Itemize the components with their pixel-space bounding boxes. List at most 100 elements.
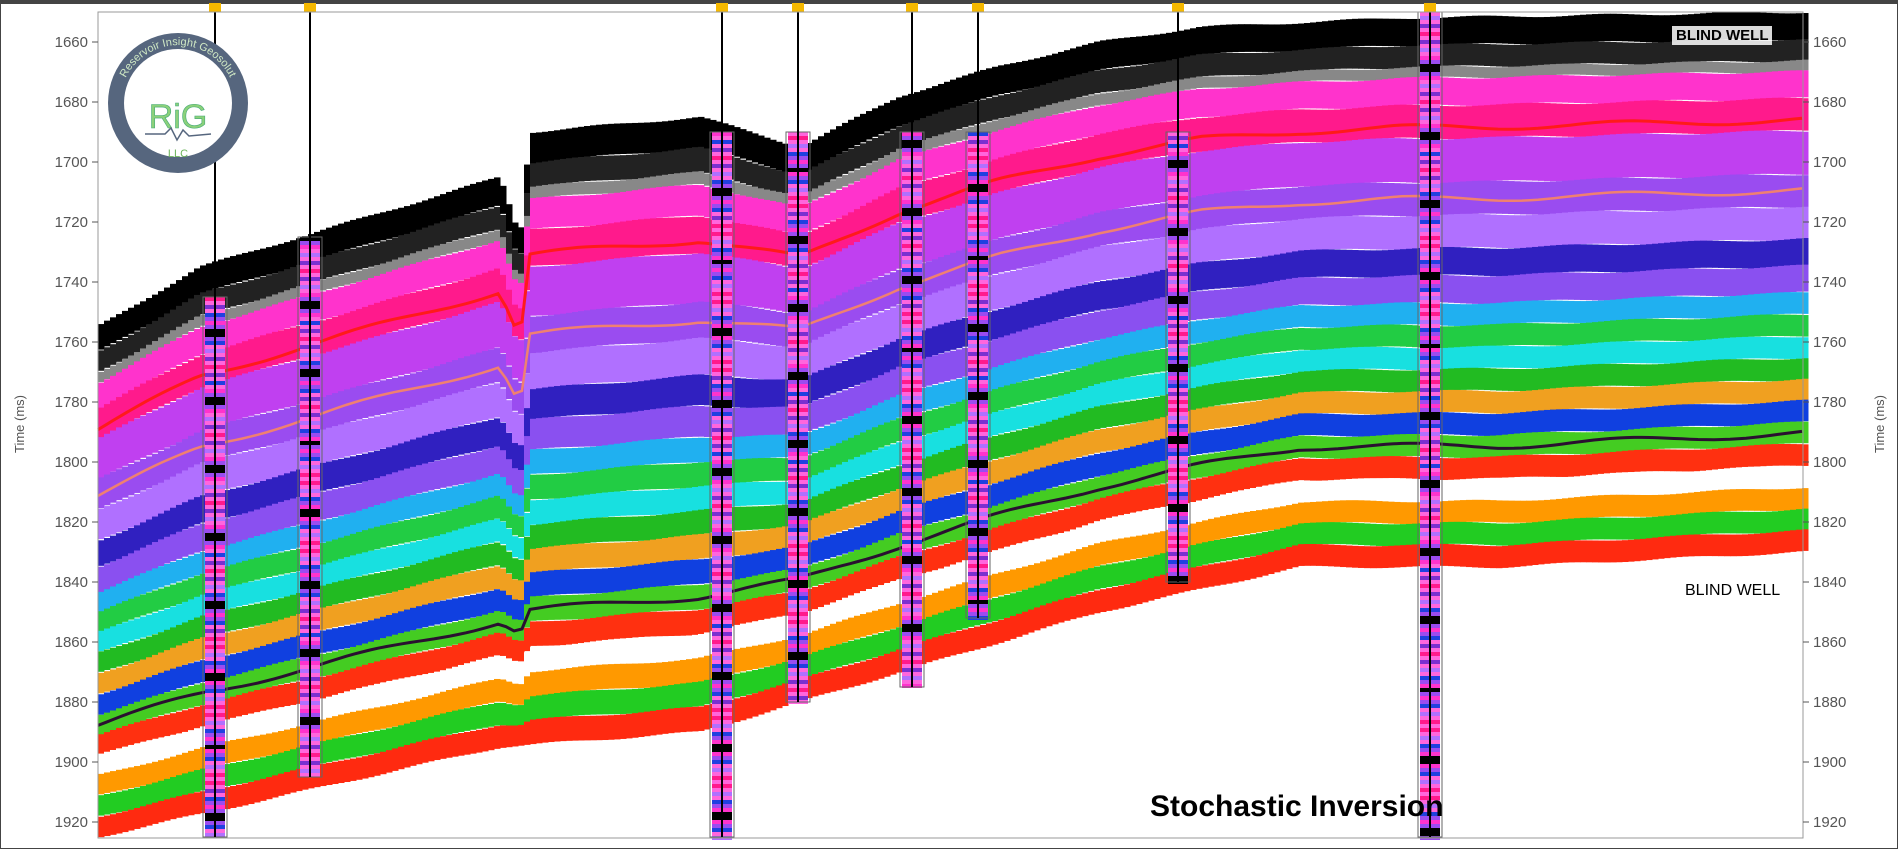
seismic-cell bbox=[962, 128, 969, 140]
seismic-cell bbox=[704, 558, 711, 584]
seismic-cell bbox=[830, 394, 837, 423]
seismic-cell bbox=[686, 463, 693, 489]
seismic-cell bbox=[1034, 402, 1041, 426]
seismic-cell bbox=[452, 598, 459, 622]
seismic-cell bbox=[368, 641, 375, 665]
seismic-cell bbox=[1130, 468, 1137, 491]
seismic-cell bbox=[740, 555, 747, 579]
seismic-cell bbox=[758, 165, 765, 189]
seismic-cell bbox=[1124, 333, 1131, 356]
seismic-cell bbox=[404, 255, 411, 267]
seismic-cell bbox=[1334, 277, 1341, 306]
seismic-cell bbox=[254, 780, 261, 803]
seismic-cell bbox=[770, 434, 777, 458]
seismic-cell bbox=[1364, 369, 1371, 392]
seismic-cell bbox=[500, 498, 507, 522]
seismic-cell bbox=[992, 597, 999, 622]
seismic-cell bbox=[164, 586, 171, 608]
seismic-cell bbox=[272, 732, 279, 755]
seismic-cell bbox=[1358, 478, 1365, 501]
seismic-cell bbox=[896, 418, 903, 442]
seismic-cell bbox=[134, 681, 141, 703]
seismic-cell bbox=[230, 377, 237, 422]
seismic-cell bbox=[236, 419, 243, 453]
seismic-cell bbox=[1112, 427, 1119, 450]
seismic-cell bbox=[1448, 368, 1455, 391]
seismic-cell bbox=[266, 601, 273, 624]
seismic-cell bbox=[146, 324, 153, 346]
seismic-cell bbox=[644, 380, 651, 412]
seismic-cell bbox=[956, 319, 963, 349]
seismic-cell bbox=[740, 482, 747, 506]
seismic-cell bbox=[386, 271, 393, 300]
seismic-cell bbox=[830, 467, 837, 490]
seismic-cell bbox=[608, 155, 615, 181]
seismic-cell bbox=[1274, 550, 1281, 573]
seismic-cell bbox=[446, 532, 453, 555]
seismic-cell bbox=[1208, 518, 1215, 542]
seismic-cell bbox=[956, 401, 963, 425]
seismic-cell bbox=[530, 548, 537, 574]
seismic-cell bbox=[260, 711, 267, 734]
seismic-cell bbox=[872, 279, 879, 314]
seismic-cell bbox=[884, 102, 891, 132]
seismic-cell bbox=[344, 648, 351, 671]
seismic-cell bbox=[254, 482, 261, 511]
seismic-cell bbox=[542, 718, 549, 743]
seismic-cell bbox=[524, 676, 531, 700]
seismic-cell bbox=[614, 123, 621, 155]
seismic-cell bbox=[1274, 24, 1281, 52]
seismic-cell bbox=[1448, 347, 1455, 370]
seismic-cell bbox=[998, 129, 1005, 159]
seismic-cell bbox=[692, 302, 699, 340]
seismic-cell bbox=[836, 509, 843, 532]
seismic-cell bbox=[542, 448, 549, 474]
seismic-cell bbox=[1310, 522, 1317, 545]
seismic-cell bbox=[896, 97, 903, 127]
seismic-cell bbox=[440, 256, 447, 285]
seismic-cell bbox=[1298, 392, 1305, 415]
seismic-cell bbox=[650, 464, 657, 490]
seismic-cell bbox=[1190, 321, 1197, 344]
seismic-cell bbox=[428, 259, 435, 288]
seismic-cell bbox=[380, 548, 387, 571]
seismic-cell bbox=[1088, 455, 1095, 479]
seismic-cell bbox=[380, 751, 387, 775]
seismic-cell bbox=[164, 670, 171, 693]
seismic-cell bbox=[554, 130, 561, 161]
seismic-cell bbox=[1382, 18, 1389, 47]
seismic-cell bbox=[632, 688, 639, 714]
seismic-cell bbox=[248, 251, 255, 280]
seismic-cell bbox=[1448, 77, 1455, 106]
seismic-cell bbox=[896, 580, 903, 604]
seismic-cell bbox=[656, 121, 663, 153]
seismic-cell bbox=[632, 713, 639, 738]
seismic-cell bbox=[1070, 48, 1077, 77]
seismic-cell bbox=[1304, 458, 1311, 481]
seismic-cell bbox=[1250, 112, 1257, 146]
seismic-cell bbox=[506, 485, 513, 507]
seismic-cell bbox=[962, 629, 969, 653]
seismic-cell bbox=[884, 560, 891, 583]
seismic-cell bbox=[1142, 328, 1149, 352]
seismic-cell bbox=[560, 497, 567, 523]
seismic-cell bbox=[422, 463, 429, 492]
seismic-cell bbox=[686, 438, 693, 463]
seismic-cell bbox=[530, 449, 537, 474]
seismic-cell bbox=[644, 711, 651, 737]
seismic-cell bbox=[950, 79, 957, 109]
seismic-cell bbox=[416, 493, 423, 517]
seismic-cell bbox=[1106, 381, 1113, 404]
seismic-cell bbox=[110, 375, 117, 402]
seismic-cell bbox=[1142, 534, 1149, 558]
seismic-cell bbox=[248, 416, 255, 450]
seismic-cell bbox=[590, 470, 597, 495]
seismic-cell bbox=[236, 762, 243, 785]
seismic-cell bbox=[1118, 585, 1125, 609]
seismic-cell bbox=[530, 621, 537, 646]
seismic-cell bbox=[332, 628, 339, 651]
seismic-cell bbox=[530, 647, 537, 672]
seismic-cell bbox=[398, 295, 405, 330]
seismic-cell bbox=[1070, 435, 1077, 459]
seismic-cell bbox=[1196, 455, 1203, 478]
